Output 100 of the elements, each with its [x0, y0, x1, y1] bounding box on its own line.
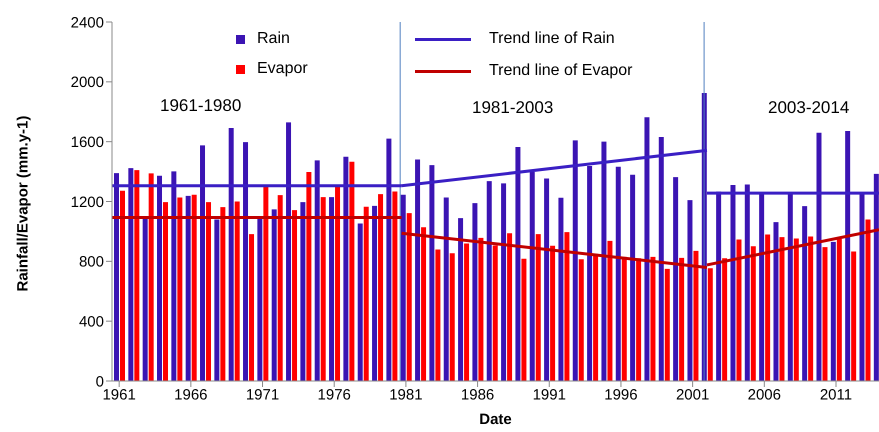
bar	[421, 227, 426, 381]
bar	[759, 194, 764, 381]
bar	[572, 140, 578, 381]
bar	[779, 237, 784, 381]
bar	[808, 236, 814, 381]
bar	[865, 219, 870, 381]
bar	[822, 247, 828, 381]
bar	[358, 223, 363, 381]
bar	[664, 268, 670, 381]
bar	[593, 254, 598, 381]
bar	[750, 246, 756, 381]
bar	[578, 259, 584, 381]
bar	[773, 222, 778, 381]
bar	[272, 209, 277, 381]
bar	[816, 132, 822, 381]
bar	[406, 213, 412, 381]
bar	[120, 190, 125, 381]
bar	[114, 173, 119, 381]
bar	[472, 203, 478, 381]
x-tick-label: 2006	[748, 386, 781, 404]
bar	[228, 128, 234, 381]
bar	[851, 251, 856, 381]
bar	[364, 206, 369, 381]
y-tick-label: 1600	[70, 134, 104, 151]
bar	[372, 206, 378, 381]
bar	[558, 198, 564, 381]
bar	[378, 194, 384, 381]
bar	[329, 197, 334, 381]
bar	[845, 131, 850, 381]
bar	[429, 165, 434, 381]
bar	[744, 184, 750, 381]
y-tick-label: 1200	[70, 194, 104, 211]
bar	[765, 234, 770, 381]
bar	[214, 219, 220, 381]
bar	[836, 238, 842, 381]
bar	[730, 185, 736, 381]
bar	[257, 218, 262, 381]
bar	[687, 200, 692, 381]
bar	[794, 238, 799, 381]
x-tick-label: 1991	[532, 386, 566, 404]
bar	[708, 268, 713, 381]
legend-label: Trend line of Rain	[489, 30, 615, 48]
bar	[607, 240, 612, 381]
bar	[186, 196, 191, 381]
y-tick-label: 0	[96, 373, 104, 390]
bar	[874, 174, 879, 381]
bar	[464, 244, 470, 381]
bar	[200, 145, 206, 381]
bar	[134, 170, 140, 381]
bar	[622, 256, 627, 381]
x-tick-label: 1986	[460, 386, 494, 404]
bar	[157, 176, 162, 381]
bar	[249, 234, 254, 381]
bar	[673, 177, 678, 381]
bar	[286, 122, 292, 381]
bar	[650, 256, 656, 381]
bar	[292, 210, 298, 381]
bar	[349, 162, 354, 381]
bar	[450, 253, 455, 381]
legend-label: Trend line of Evapor	[489, 62, 632, 80]
x-axis-title: Date	[479, 411, 512, 428]
bar	[788, 194, 793, 381]
annotation: 1981-2003	[472, 98, 554, 118]
bar	[802, 206, 808, 381]
legend-label: Evapor	[257, 60, 308, 78]
bar	[278, 195, 283, 381]
annotation: 2003-2014	[768, 98, 850, 118]
bar	[515, 147, 520, 381]
bar	[192, 194, 197, 381]
bar	[263, 186, 268, 381]
bar	[458, 218, 464, 381]
annotation: 1961-1980	[160, 96, 242, 116]
bar	[234, 202, 240, 381]
bar	[616, 166, 621, 381]
bar	[536, 234, 541, 381]
bar	[206, 202, 212, 381]
bar	[658, 137, 664, 381]
bar	[830, 242, 836, 381]
bar	[306, 172, 312, 381]
bar	[564, 232, 570, 381]
bar	[300, 202, 306, 381]
bar	[177, 197, 182, 381]
bar	[601, 142, 606, 381]
bar	[142, 218, 148, 381]
bar	[587, 166, 592, 381]
x-tick-label: 1976	[318, 386, 351, 404]
bar	[507, 233, 512, 381]
bar	[220, 207, 226, 381]
bar	[859, 194, 864, 381]
bar	[320, 197, 326, 381]
bar	[693, 250, 698, 381]
y-tick-label: 800	[78, 254, 104, 271]
bar	[128, 168, 134, 381]
bar	[679, 258, 684, 381]
x-tick-label: 1971	[246, 386, 280, 404]
bar	[636, 258, 642, 381]
bar	[736, 239, 742, 381]
y-tick-label: 400	[78, 313, 104, 330]
bar	[492, 245, 498, 381]
bar	[521, 258, 526, 381]
